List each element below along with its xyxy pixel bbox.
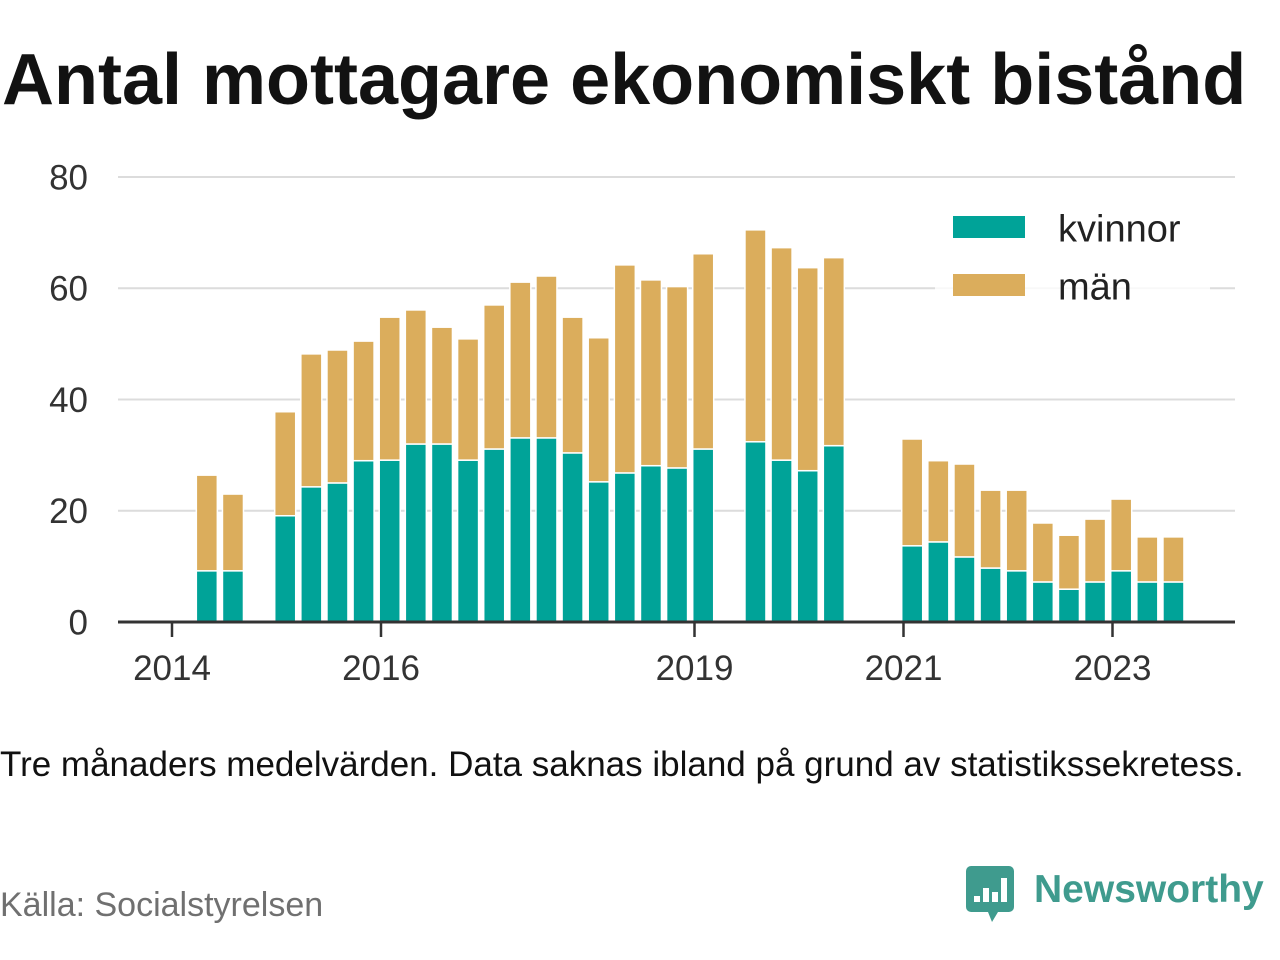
bar-man (1109, 498, 1133, 572)
bar-man (300, 353, 323, 488)
bar-man (326, 349, 349, 484)
legend-swatch-kvinnor (953, 216, 1025, 238)
y-tick-label: 80 (49, 158, 88, 197)
x-tick-label: 2014 (133, 649, 211, 688)
bar-kvinnor (1162, 581, 1185, 623)
bar-kvinnor (744, 441, 767, 623)
y-tick-label: 60 (49, 270, 88, 309)
bar-man (900, 438, 924, 547)
bar-man (639, 279, 663, 467)
bar-man (979, 489, 1002, 569)
bar-man (456, 338, 480, 461)
bar-man (796, 266, 819, 472)
bar-kvinnor (326, 482, 349, 623)
y-tick-label: 40 (49, 381, 88, 420)
x-tick-label: 2023 (1074, 649, 1152, 688)
bar-man (273, 410, 297, 517)
bar-kvinnor (535, 437, 558, 623)
bar-kvinnor (1005, 570, 1028, 623)
bar-kvinnor (953, 556, 976, 623)
bar-kvinnor (979, 567, 1002, 623)
bar-kvinnor (404, 443, 428, 623)
x-axis: 2014 2016 2019 2021 2023 (118, 620, 1235, 688)
source-credit: Källa: Socialstyrelsen (0, 886, 324, 924)
bar-kvinnor (378, 459, 401, 623)
bar-man (927, 459, 950, 543)
bar-kvinnor (482, 448, 506, 623)
bar-kvinnor (456, 459, 480, 623)
logo-bar (1001, 878, 1007, 902)
y-axis: 0 20 40 60 80 (49, 158, 88, 642)
bar-kvinnor (509, 437, 532, 623)
bar-man (587, 337, 610, 483)
bar-kvinnor (822, 444, 846, 623)
bar-man (352, 340, 375, 462)
chart-title: Antal mottagare ekonomiskt bistånd (2, 40, 1247, 120)
bar-kvinnor (691, 448, 715, 623)
bar-kvinnor (587, 481, 610, 623)
bar-kvinnor (900, 545, 924, 623)
bar-man (195, 474, 219, 572)
bar-kvinnor (300, 486, 323, 623)
bar-kvinnor (796, 469, 819, 623)
bar-kvinnor (613, 472, 637, 623)
bar-man (378, 316, 401, 461)
bar-man (770, 246, 793, 461)
bar-man (953, 463, 976, 558)
x-tick-label: 2016 (342, 649, 420, 688)
bar-man (561, 316, 584, 454)
bar-kvinnor (927, 541, 950, 623)
bar-man (1083, 518, 1107, 583)
legend: kvinnor män (935, 200, 1210, 310)
bar-man (1057, 534, 1081, 590)
brand-wordmark: Newsworthy (1034, 868, 1264, 911)
bar-kvinnor (430, 443, 454, 623)
bar-man (1005, 489, 1028, 572)
y-tick-label: 20 (49, 492, 88, 531)
stacked-bar-chart: 0 20 40 60 80 2014 2016 2019 2021 2023 kvinnor m… (49, 158, 1235, 688)
bar-man (1162, 536, 1185, 583)
logo-bar (974, 896, 980, 902)
bars (195, 229, 1185, 623)
bar-man (221, 493, 245, 572)
bar-man (1136, 536, 1159, 583)
chart-note: Tre månaders medelvärden. Data saknas ib… (0, 745, 1244, 784)
bar-man (1031, 522, 1055, 583)
bar-man (404, 309, 428, 445)
bar-kvinnor (665, 467, 689, 623)
bar-man (613, 264, 637, 474)
logo-bar (983, 888, 989, 902)
y-tick-label: 0 (69, 603, 88, 642)
bar-kvinnor (273, 515, 297, 623)
bar-kvinnor (639, 464, 663, 623)
bar-man (430, 326, 454, 445)
bar-kvinnor (221, 570, 245, 623)
x-tick-label: 2019 (656, 649, 734, 688)
bar-man (535, 275, 558, 439)
bar-man (482, 304, 506, 450)
bar-kvinnor (1083, 581, 1107, 623)
bar-kvinnor (1057, 588, 1081, 623)
bar-kvinnor (352, 459, 375, 623)
bar-man (744, 229, 767, 443)
bar-man (509, 281, 532, 439)
legend-swatch-man (953, 274, 1025, 296)
legend-label-man: män (1058, 266, 1132, 308)
bar-kvinnor (770, 459, 793, 623)
logo-bar (992, 892, 998, 902)
bar-man (691, 253, 715, 450)
bar-man (822, 256, 846, 447)
newsworthy-logo-icon (966, 866, 1014, 922)
legend-label-kvinnor: kvinnor (1058, 208, 1181, 250)
bar-kvinnor (195, 570, 219, 623)
bar-kvinnor (1031, 581, 1055, 623)
bar-kvinnor (561, 452, 584, 623)
x-tick-label: 2021 (865, 649, 943, 688)
bar-man (665, 285, 689, 469)
bar-kvinnor (1136, 581, 1159, 623)
bar-kvinnor (1109, 570, 1133, 623)
